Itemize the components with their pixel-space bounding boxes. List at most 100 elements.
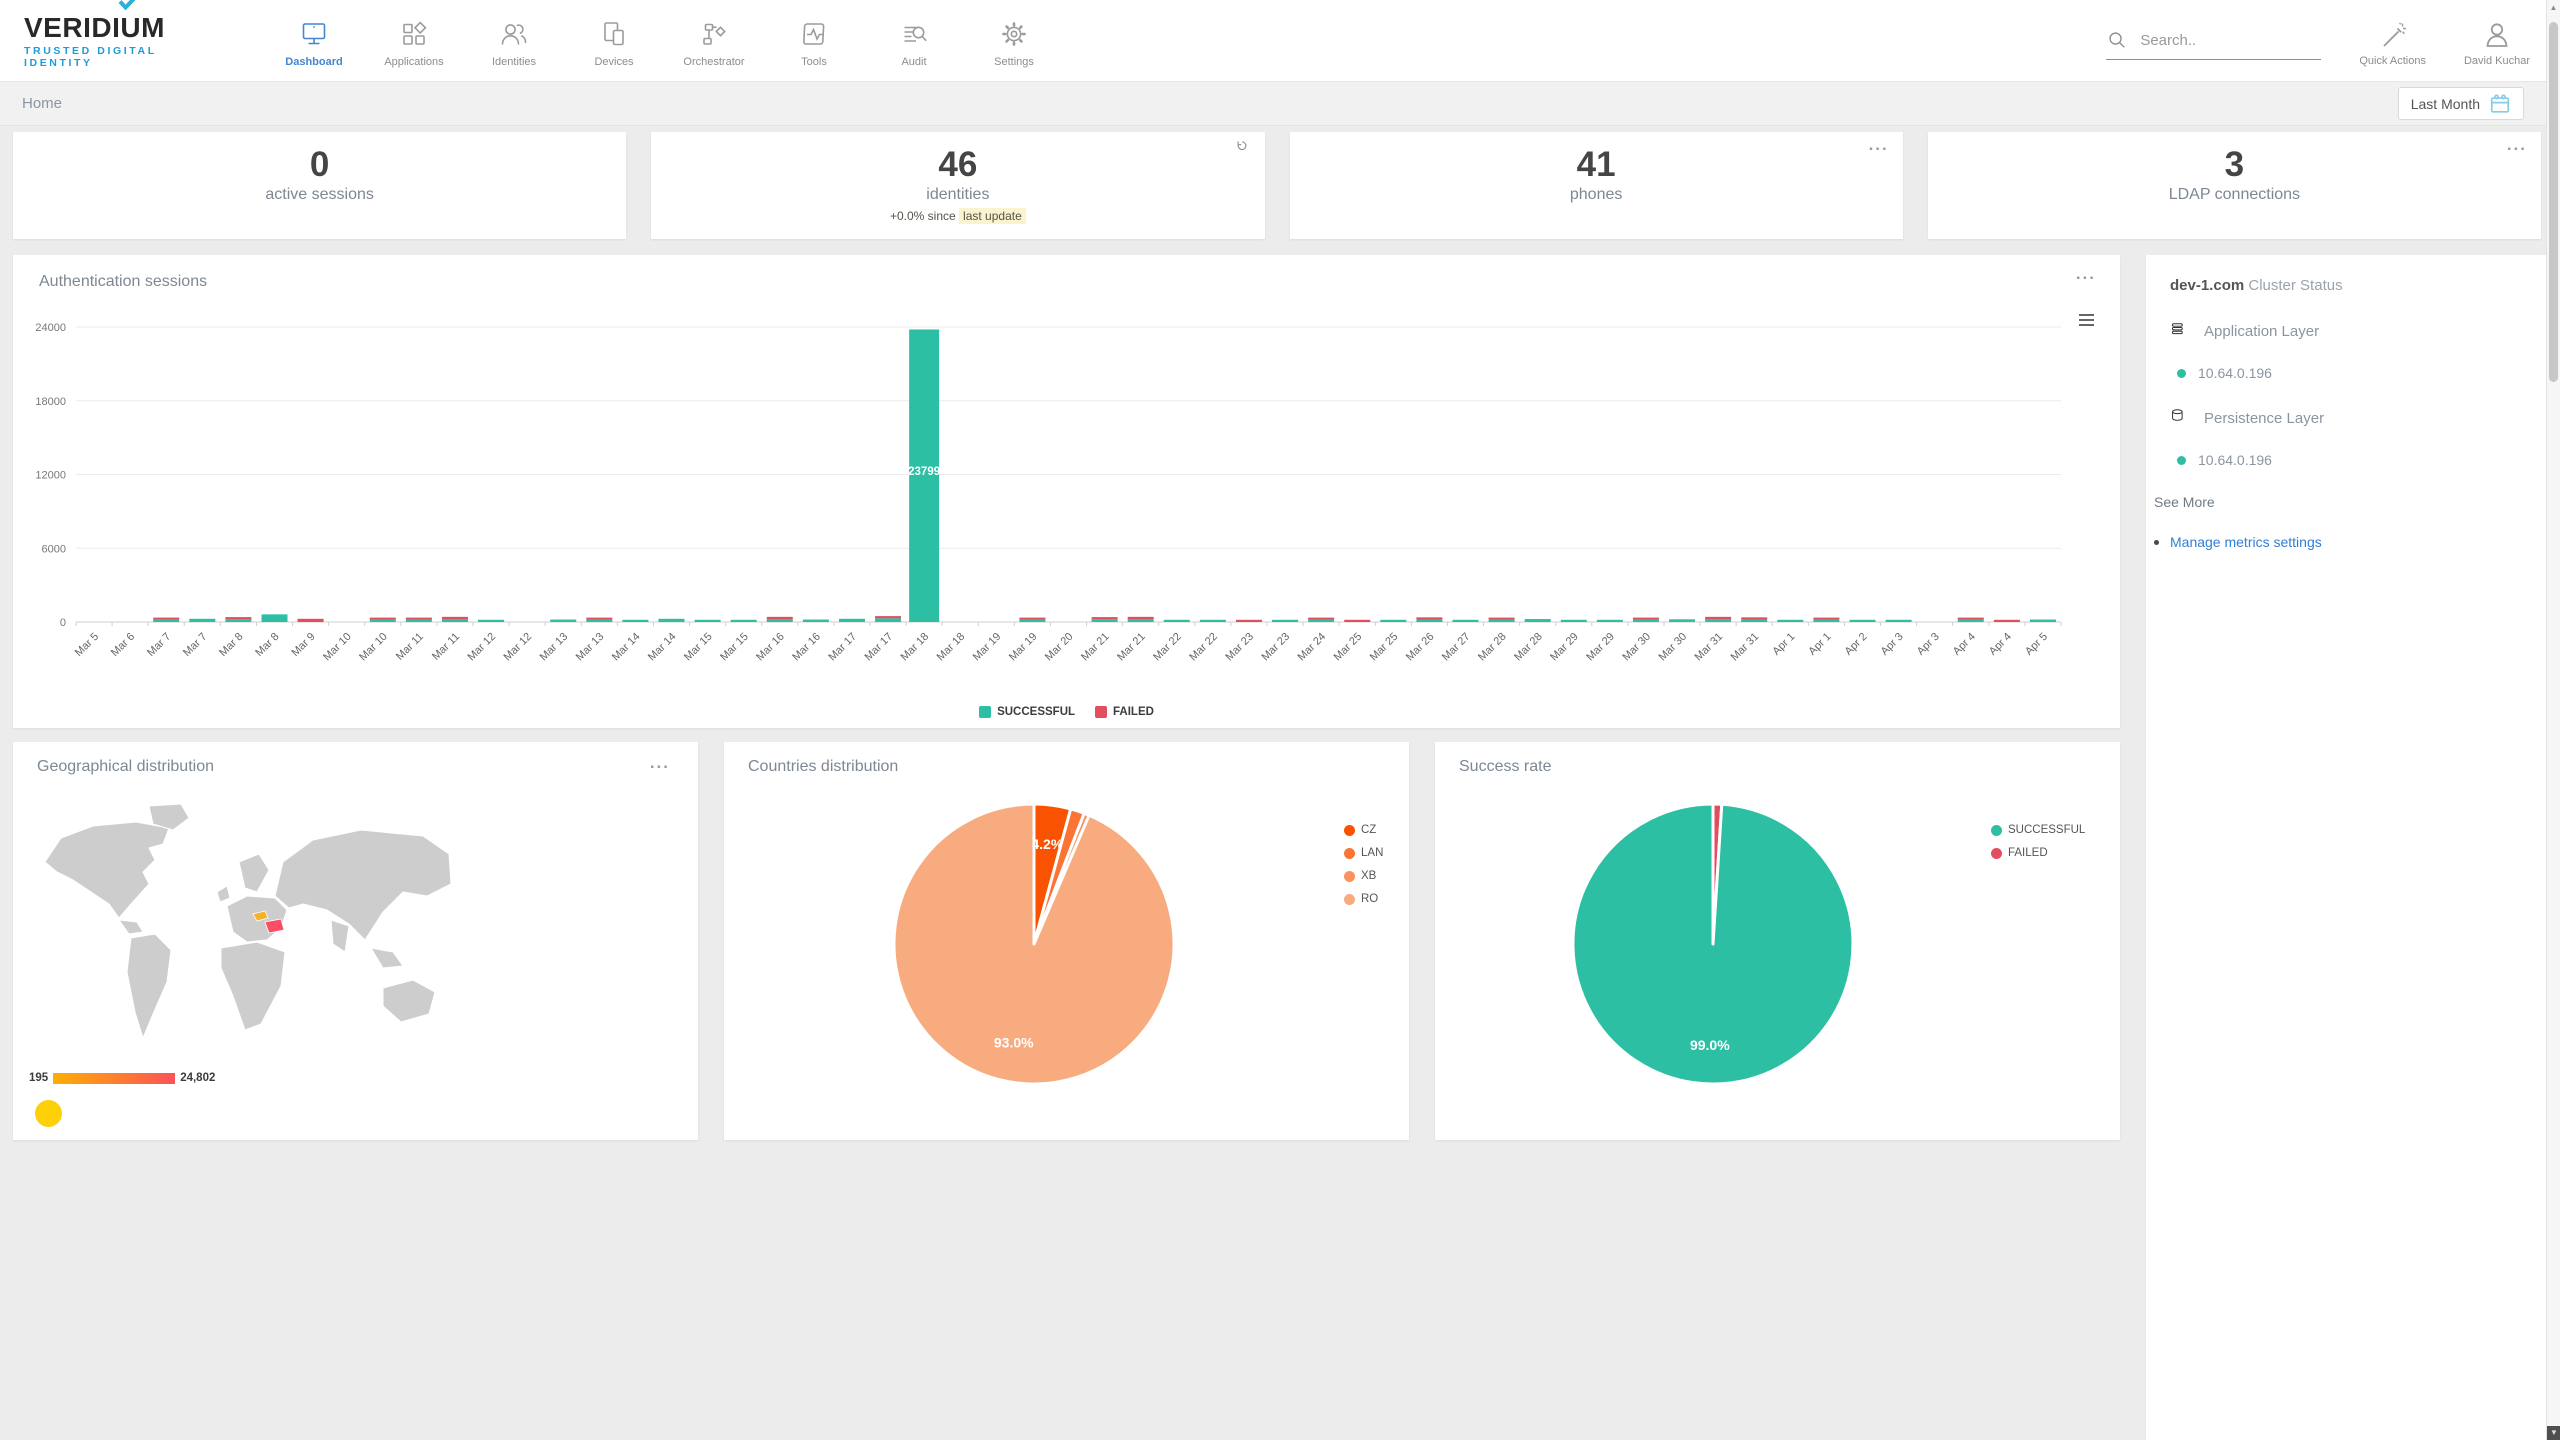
bar-failed-Mar-11[interactable] (405, 617, 432, 620)
legend-item-successful[interactable]: SUCCESSFUL (1991, 824, 2085, 836)
success-rate-pie-chart[interactable]: 99.0% (1563, 794, 1863, 1094)
bar-successful-Mar-21[interactable] (1091, 619, 1118, 622)
map-region-ro[interactable] (264, 918, 285, 934)
bar-successful-Apr-5[interactable] (2029, 619, 2056, 622)
legend-item-ro[interactable]: RO (1344, 893, 1383, 905)
countries-pie-chart[interactable]: 4.2% 93.0% (884, 794, 1184, 1094)
nav-item-devices[interactable]: Devices (564, 13, 664, 68)
nav-item-settings[interactable]: Settings (964, 13, 1064, 68)
bar-failed-Apr-4[interactable] (1957, 617, 1984, 620)
nav-item-identities[interactable]: Identities (464, 13, 564, 68)
pie-slice-successful[interactable] (1571, 802, 1855, 1086)
bar-successful-Mar-14[interactable] (658, 618, 685, 622)
card-menu-dots[interactable]: ... (1868, 135, 1889, 154)
bar-failed-Mar-23[interactable] (1235, 619, 1262, 622)
bar-failed-Mar-25[interactable] (1344, 619, 1371, 622)
bar-successful-Apr-1[interactable] (1777, 619, 1804, 622)
bar-successful-Mar-27[interactable] (1452, 619, 1479, 622)
map-region-cz[interactable] (252, 910, 269, 922)
bar-failed-Mar-8[interactable] (225, 617, 252, 620)
cluster-node[interactable]: 10.64.0.196 (2177, 365, 2536, 381)
bar-failed-Mar-16[interactable] (766, 616, 793, 620)
bar-successful-Mar-7[interactable] (153, 619, 180, 622)
search-input[interactable] (2140, 31, 2306, 49)
bar-failed-Mar-21[interactable] (1091, 617, 1118, 620)
date-range-button[interactable]: Last Month (2397, 87, 2524, 120)
see-more-link[interactable]: See More (2154, 494, 2215, 510)
bar-successful-Mar-12[interactable] (478, 619, 505, 622)
bar-successful-Mar-13[interactable] (550, 619, 577, 622)
bar-successful-Mar-13[interactable] (586, 619, 613, 622)
card-menu-dots[interactable]: ... (2506, 135, 2527, 154)
bar-successful-Mar-21[interactable] (1127, 619, 1154, 622)
bar-successful-Mar-10[interactable] (369, 619, 396, 622)
bar-failed-Mar-30[interactable] (1632, 617, 1659, 620)
bar-successful-Mar-28[interactable] (1488, 619, 1515, 622)
auth-panel-menu-dots[interactable]: ... (2075, 264, 2096, 283)
bar-successful-Apr-4[interactable] (1957, 619, 1984, 622)
scrollbar-down-arrow[interactable]: ▼ (2547, 1426, 2560, 1440)
bar-failed-Mar-31[interactable] (1705, 616, 1732, 620)
bar-successful-Mar-30[interactable] (1669, 619, 1696, 622)
refresh-icon[interactable] (1234, 140, 1251, 162)
bar-successful-Mar-26[interactable] (1416, 619, 1443, 622)
page-scrollbar[interactable]: ▲ ▼ (2546, 0, 2560, 1440)
bar-failed-Mar-11[interactable] (441, 616, 468, 620)
bar-successful-Mar-16[interactable] (766, 619, 793, 622)
bar-failed-Mar-10[interactable] (369, 617, 396, 620)
bar-failed-Mar-17[interactable] (875, 616, 902, 619)
bar-failed-Mar-19[interactable] (1019, 617, 1046, 620)
bar-successful-Mar-25[interactable] (1380, 619, 1407, 622)
bar-failed-Mar-26[interactable] (1416, 617, 1443, 620)
nav-item-orchestrator[interactable]: Orchestrator (664, 13, 764, 68)
bar-successful-Mar-17[interactable] (875, 618, 902, 622)
bar-successful-Mar-15[interactable] (730, 619, 757, 622)
bar-failed-Mar-21[interactable] (1127, 616, 1154, 620)
legend-item-failed[interactable]: FAILED (1991, 847, 2085, 859)
bar-successful-Mar-18[interactable] (909, 329, 940, 622)
legend-item-failed[interactable]: FAILED (1095, 706, 1154, 718)
bar-successful-Mar-22[interactable] (1163, 619, 1190, 622)
auth-sessions-bar-chart[interactable]: 0 6000 12000 18000 24000 Mar 5 Mar 6 Mar 7 Mar 7… (21, 315, 2071, 695)
legend-item-cz[interactable]: CZ (1344, 824, 1383, 836)
bar-failed-Mar-31[interactable] (1741, 617, 1768, 620)
bar-failed-Mar-28[interactable] (1488, 617, 1515, 620)
bar-successful-Mar-30[interactable] (1632, 619, 1659, 622)
geo-panel-menu-dots[interactable]: ... (649, 753, 670, 772)
bar-successful-Mar-31[interactable] (1741, 619, 1768, 622)
bar-successful-Mar-8[interactable] (261, 614, 288, 622)
bar-failed-Mar-24[interactable] (1308, 617, 1335, 620)
bar-successful-Mar-11[interactable] (405, 619, 432, 622)
bar-failed-Mar-13[interactable] (586, 617, 613, 620)
map-zoom-marker[interactable] (35, 1100, 62, 1127)
pie-slice-ro[interactable] (892, 802, 1176, 1086)
bar-successful-Mar-17[interactable] (838, 618, 865, 622)
bar-failed-Mar-9[interactable] (297, 618, 324, 622)
world-map[interactable] (31, 800, 461, 1052)
cluster-node[interactable]: 10.64.0.196 (2177, 452, 2536, 468)
bar-successful-Mar-28[interactable] (1524, 619, 1551, 622)
legend-item-xb[interactable]: XB (1344, 870, 1383, 882)
bar-successful-Apr-3[interactable] (1885, 619, 1912, 622)
legend-item-successful[interactable]: SUCCESSFUL (979, 706, 1075, 718)
nav-item-audit[interactable]: Audit (864, 13, 964, 68)
bar-successful-Mar-19[interactable] (1019, 619, 1046, 622)
scrollbar-thumb[interactable] (2549, 22, 2558, 382)
bar-successful-Apr-2[interactable] (1849, 619, 1876, 622)
bar-successful-Mar-7[interactable] (189, 618, 216, 622)
bar-failed-Mar-7[interactable] (153, 617, 180, 620)
nav-item-dashboard[interactable]: Dashboard (264, 13, 364, 68)
bar-successful-Mar-24[interactable] (1308, 619, 1335, 622)
bar-successful-Apr-1[interactable] (1813, 619, 1840, 622)
quick-actions-button[interactable]: Quick Actions (2359, 14, 2426, 67)
breadcrumb[interactable]: Home (22, 95, 63, 112)
bar-successful-Mar-15[interactable] (694, 619, 721, 622)
legend-item-lan[interactable]: LAN (1344, 847, 1383, 859)
bar-successful-Mar-23[interactable] (1272, 619, 1299, 622)
nav-item-applications[interactable]: Applications (364, 13, 464, 68)
scrollbar-up-arrow[interactable]: ▲ (2549, 3, 2558, 12)
nav-item-tools[interactable]: Tools (764, 13, 864, 68)
bar-successful-Mar-11[interactable] (441, 619, 468, 622)
bar-successful-Mar-29[interactable] (1596, 619, 1623, 622)
bar-successful-Mar-22[interactable] (1199, 619, 1226, 622)
